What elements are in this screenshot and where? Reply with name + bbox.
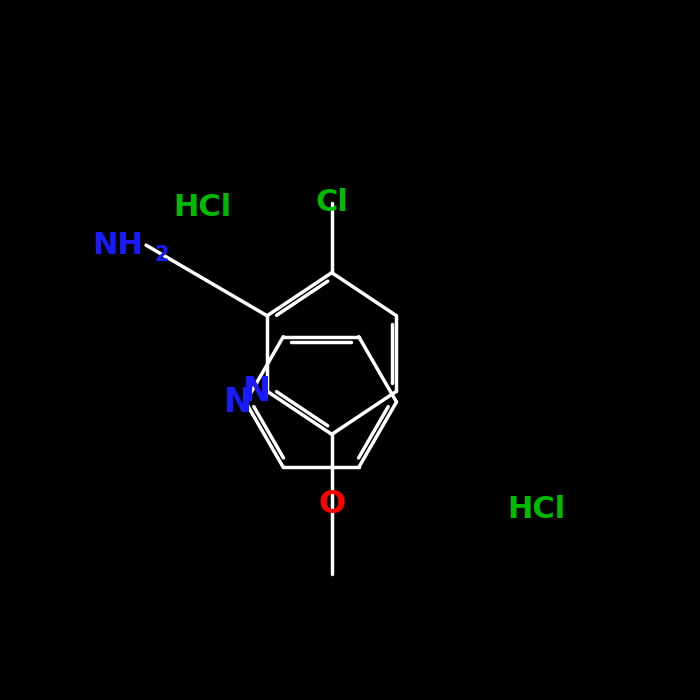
Text: HCl: HCl: [508, 496, 566, 524]
Text: NH: NH: [92, 231, 144, 260]
Text: 2: 2: [154, 245, 169, 265]
Text: O: O: [318, 489, 345, 520]
Text: N: N: [244, 374, 272, 407]
Text: N: N: [224, 386, 252, 419]
Text: Cl: Cl: [316, 188, 348, 217]
Text: HCl: HCl: [173, 193, 231, 223]
